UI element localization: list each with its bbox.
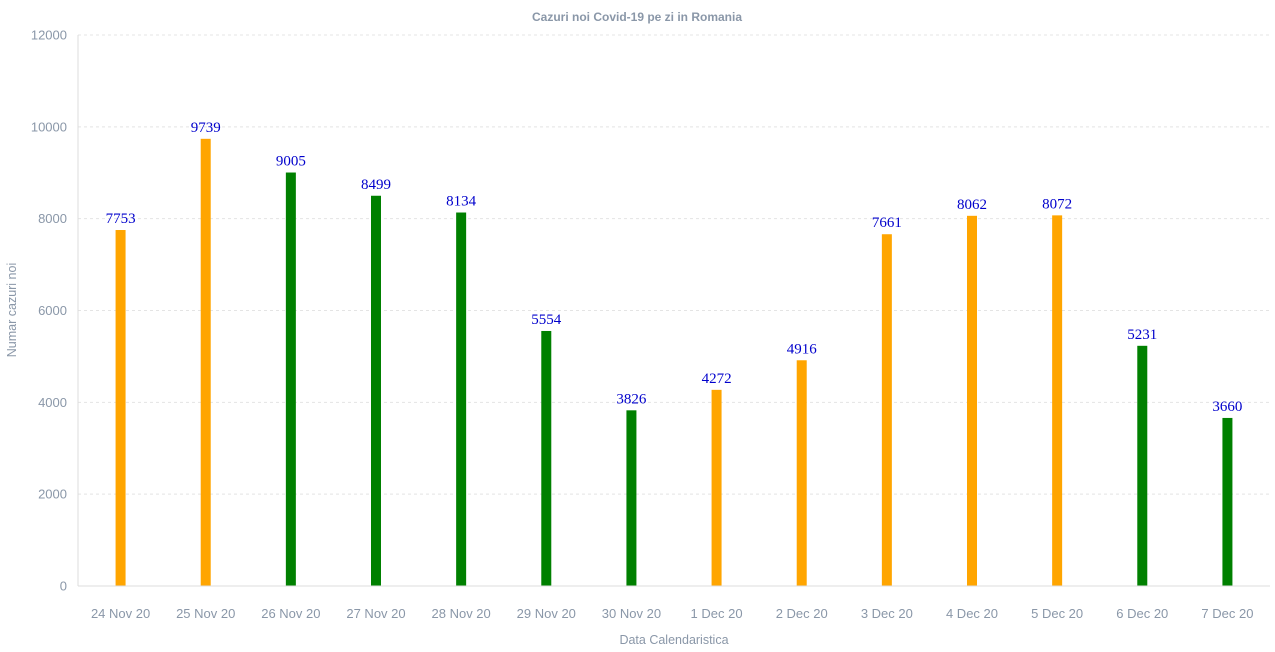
- bar[interactable]: [541, 330, 552, 586]
- data-label: 3660: [1212, 399, 1242, 415]
- data-label: 7661: [872, 215, 902, 231]
- data-label: 4916: [787, 341, 818, 357]
- data-label: 8072: [1042, 196, 1072, 212]
- x-tick-label: 25 Nov 20: [176, 606, 235, 621]
- data-label: 4272: [702, 371, 732, 387]
- bar[interactable]: [1052, 215, 1063, 587]
- data-label: 5231: [1127, 327, 1157, 343]
- x-tick-label: 3 Dec 20: [861, 606, 913, 621]
- y-tick-label: 10000: [31, 119, 67, 134]
- data-label: 3826: [616, 391, 647, 407]
- bar[interactable]: [711, 389, 722, 586]
- bar[interactable]: [1222, 417, 1233, 586]
- x-tick-label: 1 Dec 20: [691, 606, 743, 621]
- x-axis-title: Data Calendaristica: [619, 633, 728, 647]
- bar[interactable]: [285, 172, 296, 586]
- data-label: 9005: [276, 154, 306, 170]
- data-label: 9739: [191, 120, 221, 136]
- data-label: 7753: [106, 211, 136, 227]
- x-tick-label: 5 Dec 20: [1031, 606, 1083, 621]
- x-tick-label: 2 Dec 20: [776, 606, 828, 621]
- bar[interactable]: [967, 215, 977, 587]
- y-tick-label: 12000: [31, 28, 67, 43]
- x-tick-label: 30 Nov 20: [602, 606, 661, 621]
- data-label: 5554: [531, 312, 562, 328]
- y-axis-title: Numar cazuri noi: [5, 263, 19, 357]
- grid-layer: [78, 34, 1270, 495]
- x-tick-label: 27 Nov 20: [346, 606, 405, 621]
- bar[interactable]: [1137, 345, 1148, 586]
- y-tick-label: 2000: [38, 487, 67, 502]
- x-axis: 24 Nov 20 25 Nov 20 26 Nov 20 27 Nov 20 28 N…: [78, 585, 1270, 621]
- y-tick-label: 6000: [38, 303, 67, 318]
- bar[interactable]: [626, 410, 637, 586]
- bar[interactable]: [796, 360, 807, 586]
- x-tick-label: 24 Nov 20: [91, 606, 150, 621]
- bar[interactable]: [371, 195, 381, 586]
- data-label: 8499: [361, 177, 391, 193]
- data-label: 8062: [957, 197, 987, 213]
- x-tick-label: 26 Nov 20: [261, 606, 320, 621]
- x-tick-label: 29 Nov 20: [517, 606, 576, 621]
- data-label: 8134: [446, 194, 477, 210]
- bar[interactable]: [456, 212, 467, 586]
- x-tick-label: 7 Dec 20: [1201, 606, 1253, 621]
- y-tick-label: 0: [60, 579, 67, 594]
- bar[interactable]: [200, 138, 211, 587]
- x-tick-label: 6 Dec 20: [1116, 606, 1168, 621]
- data-labels-layer: 7753 9739 9005 8499 8134 5554 3826 4272 4916 7661…: [106, 120, 1243, 415]
- y-tick-label: 8000: [38, 211, 67, 226]
- bars-layer: [115, 138, 1233, 587]
- bar[interactable]: [115, 230, 126, 586]
- x-tick-label: 28 Nov 20: [432, 606, 491, 621]
- x-tick-label: 4 Dec 20: [946, 606, 998, 621]
- chart-title: Cazuri noi Covid-19 pe zi in Romania: [532, 10, 742, 24]
- y-axis: 0 2000 4000 6000 8000 10000 12000: [31, 28, 79, 594]
- y-tick-label: 4000: [38, 395, 67, 410]
- bar[interactable]: [881, 234, 892, 586]
